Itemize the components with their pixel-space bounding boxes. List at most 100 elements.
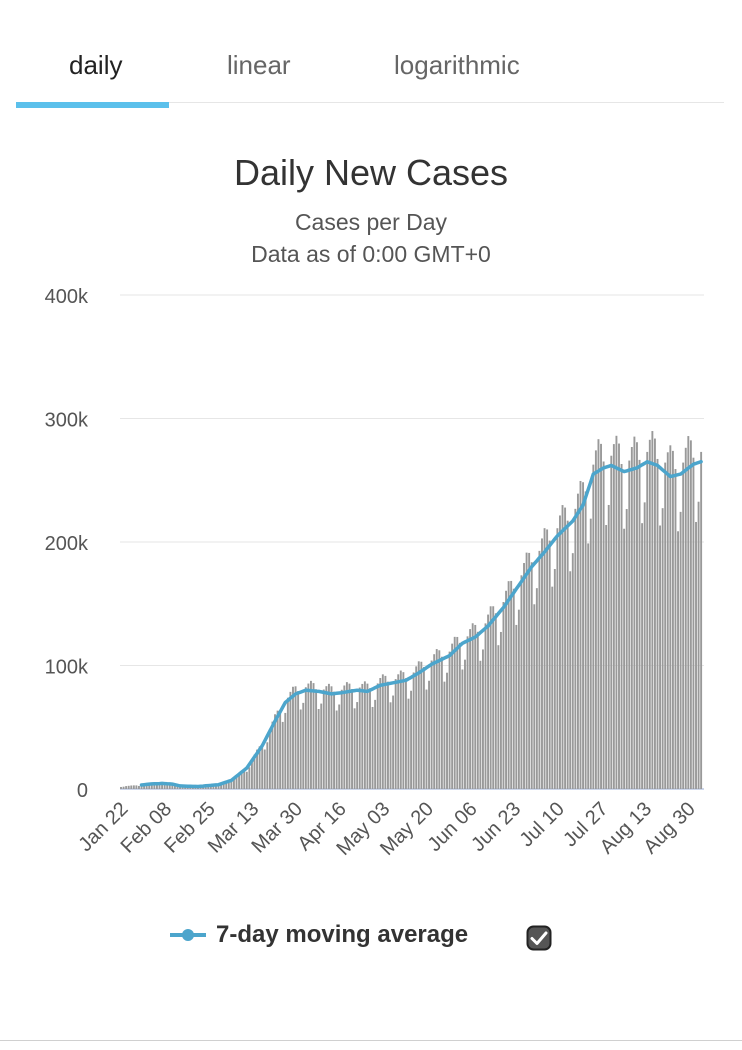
daily-bar <box>422 667 425 789</box>
daily-bar <box>559 515 561 789</box>
daily-bar <box>166 783 169 789</box>
daily-bar <box>535 588 538 789</box>
daily-bar <box>433 654 436 789</box>
daily-bar <box>245 771 248 789</box>
moving-average-path <box>139 459 703 789</box>
daily-bar <box>515 624 518 789</box>
daily-bar <box>369 688 371 789</box>
daily-bar <box>597 439 600 789</box>
daily-bar <box>620 464 623 789</box>
daily-bar <box>248 767 251 789</box>
daily-bar <box>600 443 602 789</box>
y-tick-label: 400k <box>45 286 89 308</box>
y-tick-label: 200k <box>45 533 89 555</box>
daily-bar <box>517 609 520 789</box>
daily-bar <box>209 786 212 789</box>
daily-bar <box>327 683 330 789</box>
daily-bar <box>443 681 446 789</box>
daily-bar <box>541 538 543 789</box>
daily-bar <box>348 683 351 789</box>
daily-bar <box>330 686 333 789</box>
daily-bar <box>281 721 284 789</box>
daily-bar <box>461 669 464 789</box>
tab-logarithmic[interactable]: logarithmic <box>394 50 520 80</box>
daily-bar <box>656 458 659 789</box>
daily-bar <box>446 672 448 789</box>
daily-bar <box>263 749 266 789</box>
daily-bar <box>528 552 531 789</box>
daily-bar <box>315 689 318 789</box>
daily-bar <box>412 672 415 789</box>
daily-bar <box>466 636 469 789</box>
daily-bar <box>523 563 525 789</box>
daily-bar <box>143 784 146 789</box>
legend-line-marker-icon <box>170 929 206 941</box>
daily-bar <box>292 686 294 789</box>
daily-bar <box>430 660 433 789</box>
daily-bar <box>387 681 389 789</box>
daily-bar <box>145 784 148 789</box>
daily-bar <box>440 656 443 789</box>
daily-bar <box>389 702 392 789</box>
daily-bar <box>674 469 677 789</box>
daily-bar <box>333 691 336 789</box>
daily-bar <box>594 450 597 789</box>
daily-bar <box>666 452 669 789</box>
daily-bar <box>584 491 587 789</box>
daily-bar <box>530 562 533 789</box>
daily-bar <box>492 606 495 789</box>
daily-bar <box>428 680 430 789</box>
legend-moving-average[interactable]: 7-day moving average <box>168 917 468 953</box>
daily-bar <box>484 623 487 789</box>
daily-bar <box>322 689 325 789</box>
daily-bar <box>317 709 320 789</box>
daily-bar <box>571 553 574 789</box>
daily-bar <box>548 540 551 789</box>
daily-bar <box>610 455 613 789</box>
daily-bar <box>261 744 264 789</box>
daily-bar <box>150 783 153 789</box>
daily-bar <box>343 685 346 789</box>
daily-bar <box>130 785 133 789</box>
daily-bar <box>464 659 466 789</box>
daily-bar <box>410 690 413 789</box>
daily-bar <box>589 518 592 789</box>
daily-bar <box>525 552 528 789</box>
daily-bar <box>230 781 233 789</box>
daily-bar <box>497 645 500 789</box>
daily-bar <box>381 674 384 789</box>
daily-bar <box>168 783 171 789</box>
daily-bar <box>155 784 158 789</box>
daily-bar <box>220 783 223 789</box>
x-tick-label: Jul 10 <box>516 798 569 851</box>
daily-bar <box>643 502 646 789</box>
daily-bar <box>176 785 179 789</box>
daily-bar <box>384 675 387 789</box>
daily-bar <box>325 686 328 789</box>
daily-bar <box>235 775 238 789</box>
daily-bar <box>564 507 567 789</box>
daily-bar <box>153 783 156 789</box>
daily-bar <box>479 660 482 789</box>
daily-bar <box>163 783 166 789</box>
daily-bar <box>671 450 674 789</box>
tab-daily[interactable]: daily <box>69 50 123 80</box>
daily-bar <box>420 661 423 789</box>
daily-bar <box>351 689 353 789</box>
daily-bar <box>415 666 418 789</box>
tab-linear[interactable]: linear <box>227 50 291 80</box>
daily-bar <box>361 683 364 789</box>
daily-bar <box>227 782 230 789</box>
daily-bar <box>546 529 549 789</box>
daily-bar <box>243 769 246 789</box>
daily-bar <box>471 623 474 789</box>
daily-bar <box>520 575 523 789</box>
daily-bar <box>561 505 564 789</box>
daily-bar <box>553 569 556 789</box>
checkmark-icon[interactable] <box>526 925 552 951</box>
moving-average-line <box>139 459 703 789</box>
y-tick-label: 100k <box>45 657 89 679</box>
daily-bar <box>469 629 472 789</box>
daily-bar <box>238 772 241 789</box>
daily-bar <box>299 709 302 789</box>
